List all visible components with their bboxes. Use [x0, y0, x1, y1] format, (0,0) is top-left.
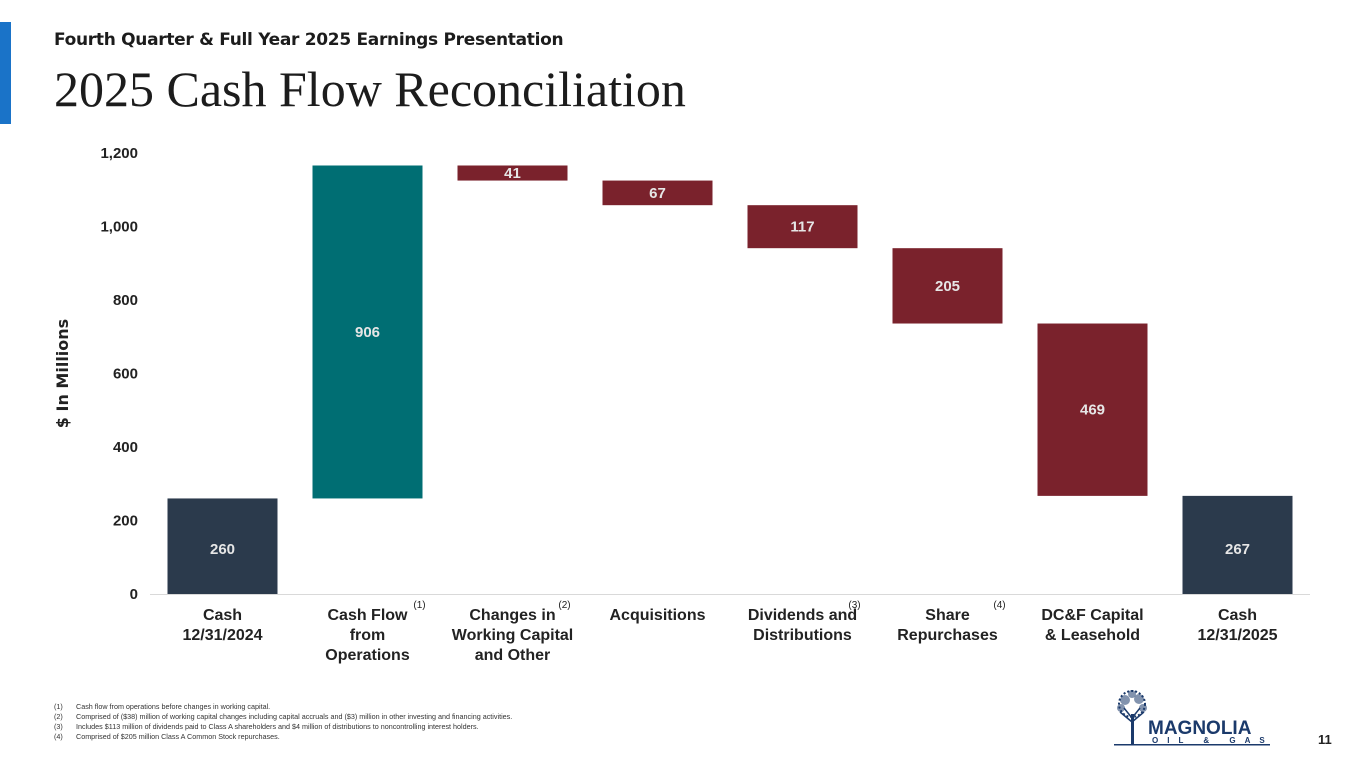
presentation-subtitle: Fourth Quarter & Full Year 2025 Earnings… — [54, 30, 564, 50]
x-category-label: Operations — [325, 647, 410, 664]
y-tick-label: 600 — [113, 366, 138, 383]
x-category-label: Repurchases — [897, 627, 998, 644]
bar-cash — [167, 498, 278, 594]
bar-decrease — [1037, 323, 1148, 496]
slide-title: 2025 Cash Flow Reconciliation — [54, 61, 686, 117]
tree-icon — [1114, 690, 1270, 746]
logo-wordmark: MAGNOLIA — [1148, 718, 1252, 739]
bar-decrease — [747, 205, 858, 249]
x-category-label: Cash Flow — [327, 607, 408, 624]
footnote-marker: (2) — [558, 600, 570, 611]
bar-value-label: 205 — [935, 278, 960, 295]
y-axis-label: $ In Millions — [53, 319, 72, 428]
x-category-label: Changes in — [469, 607, 555, 624]
y-tick-label: 1,200 — [100, 145, 138, 162]
y-tick-label: 800 — [113, 292, 138, 309]
footnotes: (1) Cash flow from operations before chan… — [54, 702, 512, 742]
bar-increase — [312, 165, 423, 499]
y-tick-label: 1,000 — [100, 219, 138, 236]
x-category-label: Share — [925, 607, 970, 624]
footnote-4: (4) Comprised of $205 million Class A Com… — [54, 732, 280, 741]
footnote-marker: (3) — [848, 600, 860, 611]
bar-value-label: 469 — [1080, 402, 1105, 419]
x-category-label: Cash — [203, 607, 242, 624]
bar-decrease — [602, 180, 713, 206]
bar-cash — [1182, 495, 1293, 594]
footnote-3: (3) Includes $113 million of dividends pa… — [54, 722, 479, 731]
bar-value-label: 41 — [504, 165, 521, 182]
bar-value-label: 67 — [649, 185, 666, 202]
footnote-marker: (4) — [993, 600, 1005, 611]
x-category-label: Acquisitions — [609, 607, 705, 624]
logo-subtitle: OIL & GAS — [1152, 736, 1272, 745]
accent-bar — [0, 22, 11, 124]
footnote-marker: (1) — [413, 600, 425, 611]
bar-value-label: 906 — [355, 324, 380, 341]
bar-value-label: 267 — [1225, 541, 1250, 558]
bar-decrease — [892, 248, 1003, 324]
x-category-label: DC&F Capital — [1041, 607, 1143, 624]
x-category-label: Distributions — [753, 627, 852, 644]
bar-value-label: 117 — [790, 219, 814, 236]
x-category-label: Working Capital — [452, 627, 574, 644]
page-number: 11 — [1318, 732, 1332, 747]
footnote-2: (2) Comprised of ($38) million of working… — [54, 712, 513, 721]
x-category-label: and Other — [475, 647, 551, 664]
y-tick-label: 400 — [113, 439, 138, 456]
x-category-label: from — [350, 627, 386, 644]
x-category-label: 12/31/2024 — [182, 627, 262, 644]
x-category-label: & Leasehold — [1045, 627, 1140, 644]
y-tick-label: 200 — [113, 513, 138, 530]
x-category-label: Dividends and — [748, 607, 857, 624]
bar-value-label: 260 — [210, 541, 235, 558]
waterfall-chart: $ In Millions 0 200 400 600 800 1,000 1,200 260 C… — [53, 145, 1310, 664]
bar-decrease — [457, 165, 568, 181]
footnote-1: (1) Cash flow from operations before chan… — [54, 702, 271, 711]
y-tick-label: 0 — [130, 586, 138, 603]
x-category-label: Cash — [1218, 607, 1257, 624]
x-category-label: 12/31/2025 — [1197, 627, 1277, 644]
magnolia-logo: MAGNOLIA OIL & GAS — [1114, 690, 1272, 746]
